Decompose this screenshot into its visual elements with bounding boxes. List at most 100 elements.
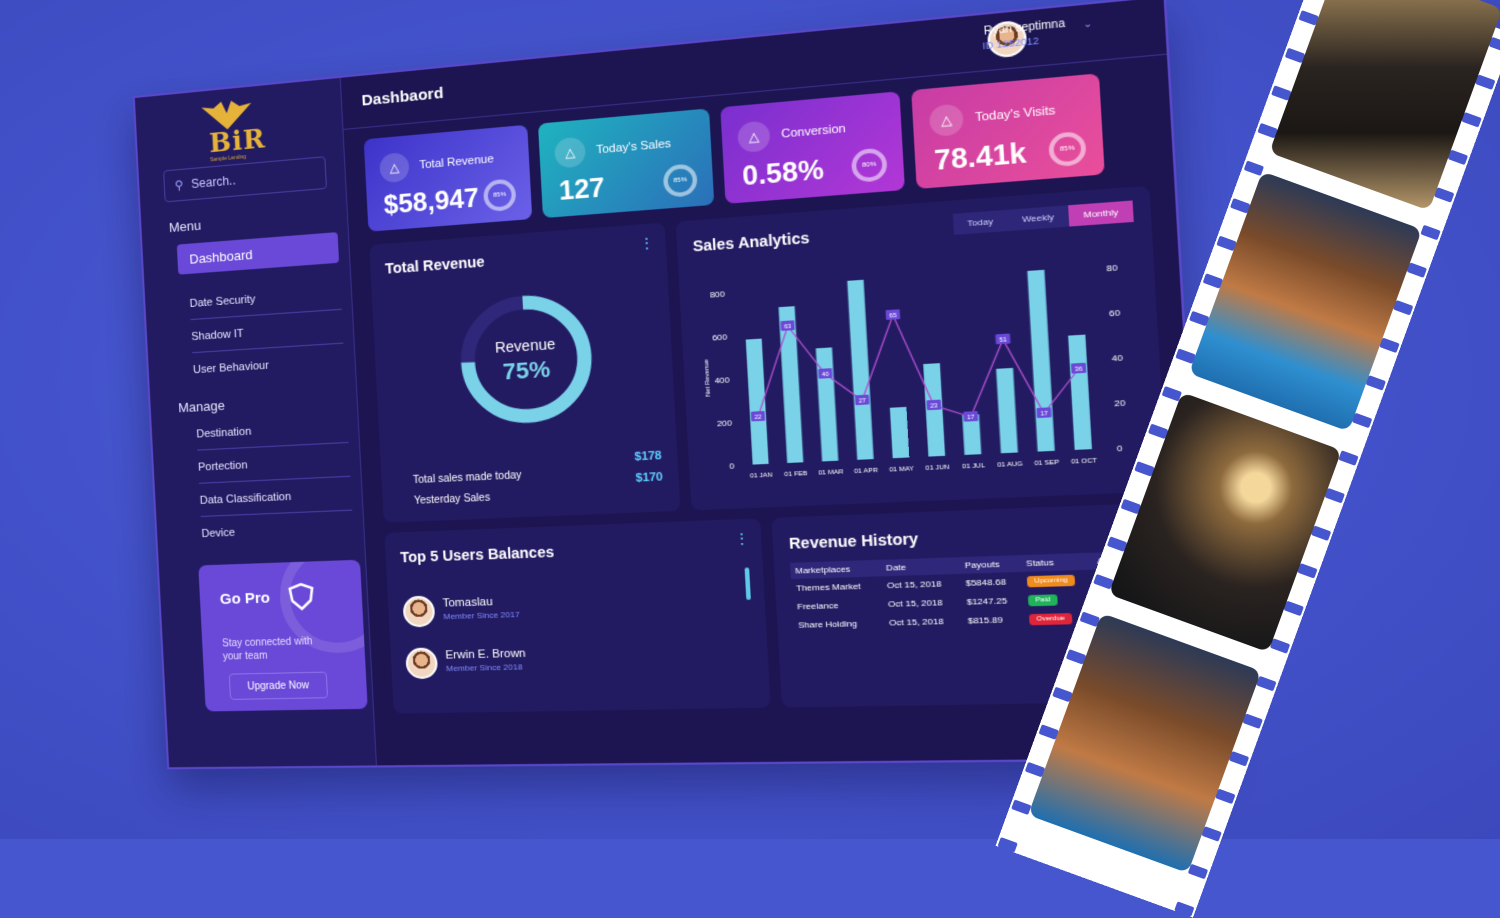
tab-weekly[interactable]: Weekly — [1007, 205, 1069, 231]
film-hole — [1188, 864, 1208, 880]
more-options-icon[interactable]: ⋮ — [734, 536, 741, 542]
tab-today[interactable]: Today — [952, 210, 1008, 235]
status-badge: Upcoming — [1027, 575, 1075, 588]
y-left-tick-label: 200 — [717, 418, 733, 429]
member-since: Member Since 2018 — [446, 662, 523, 673]
x-tick-label: 01 MAR — [818, 469, 843, 477]
y-right-tick-label: 20 — [1114, 398, 1126, 409]
stat-label: Today's Sales — [596, 138, 671, 157]
chevron-down-icon[interactable]: ⌄ — [1083, 18, 1093, 31]
line-point-label: 40 — [822, 372, 829, 379]
line-point-label: 51 — [999, 337, 1007, 344]
bar — [746, 339, 769, 465]
stat-card-conversion[interactable]: △ Conversion 0.58% 80% — [720, 91, 905, 204]
donut-label: Revenue — [495, 335, 557, 356]
sidebar-item-dashboard[interactable]: Dashboard — [177, 232, 339, 275]
sidebar: BiR Sample Landing ⚲ Search.. Menu Dashb… — [135, 78, 377, 767]
user-name: Erwin E. Brown — [445, 647, 526, 661]
film-hole — [1215, 789, 1235, 805]
line-point-label: 63 — [784, 324, 791, 331]
donut-value: 75% — [502, 356, 551, 385]
stat-percent-ring: 85% — [1048, 131, 1087, 168]
stat-label: Conversion — [781, 122, 846, 141]
cell-payout: $815.89 — [962, 610, 1024, 630]
stat-card-total-revenue[interactable]: △ Total Revenue $58,947 85% — [364, 125, 533, 232]
menu-heading: Menu — [169, 218, 202, 236]
film-hole — [1393, 300, 1413, 316]
film-hole — [1229, 751, 1249, 767]
film-hole — [1379, 338, 1399, 354]
bar — [847, 280, 873, 460]
stat-value: 0.58% — [741, 155, 824, 193]
go-pro-description: Stay connected with your team — [222, 635, 324, 664]
stat-percent-ring: 80% — [851, 147, 888, 183]
film-hole — [1243, 713, 1263, 729]
y-right-tick-label: 80 — [1106, 263, 1118, 274]
period-tabs: Today Weekly Monthly — [952, 200, 1133, 234]
line-point-label: 22 — [754, 414, 761, 421]
triangle-icon: △ — [554, 137, 586, 169]
film-hole — [1420, 225, 1440, 241]
more-options-icon[interactable]: ⋮ — [639, 241, 646, 247]
cell-date: Oct 15, 2018 — [884, 611, 964, 632]
tab-monthly[interactable]: Monthly — [1068, 200, 1134, 226]
user-avatar — [402, 596, 435, 628]
sidebar-item-data-classification[interactable]: Data Classification — [199, 479, 352, 517]
cell-payout: $5848.68 — [960, 572, 1022, 593]
stat-card-todays-visits[interactable]: △ Today's Visits 78.41k 85% — [911, 73, 1105, 189]
stat-percent-ring: 85% — [663, 163, 698, 198]
line-point-label: 27 — [858, 398, 866, 405]
line-point-label: 17 — [967, 414, 975, 421]
member-since: Member Since 2017 — [443, 610, 520, 622]
cell-date: Oct 15, 2018 — [882, 574, 962, 595]
bar — [1068, 335, 1092, 450]
film-hole — [1270, 638, 1290, 654]
y-right-tick-label: 60 — [1109, 308, 1121, 319]
scrollbar[interactable] — [745, 567, 751, 600]
stat-label: Total Revenue — [419, 153, 494, 172]
search-placeholder: Search.. — [191, 173, 236, 191]
cell-market: Freelance — [792, 595, 884, 616]
film-hole — [1475, 74, 1495, 90]
sales-chart: 0 200 400 600 800 0 20 40 60 80 Net Revenue 01 JAN 0… — [678, 236, 1167, 510]
bar — [816, 347, 839, 461]
x-tick-label: 01 MAY — [889, 466, 914, 474]
cell-market: Share Holding — [793, 614, 885, 635]
film-hole — [1325, 488, 1345, 504]
today-sales-value: $178 — [634, 450, 662, 464]
stat-label: Today's Visits — [975, 104, 1056, 124]
line-point-label: 65 — [889, 313, 897, 320]
y-left-tick-label: 0 — [729, 461, 735, 471]
film-hole — [1311, 525, 1331, 541]
film-hole — [1174, 901, 1194, 917]
film-hole — [1352, 413, 1372, 429]
logo: BiR Sample Landing — [179, 95, 272, 164]
x-tick-label: 01 FEB — [784, 471, 807, 479]
x-tick-label: 01 JUN — [925, 464, 949, 472]
film-hole — [1284, 601, 1304, 617]
film-hole — [1201, 826, 1221, 842]
shield-icon — [287, 582, 315, 617]
user-name: Tomaslau — [442, 596, 493, 610]
page-title: Dashbaord — [361, 84, 444, 109]
line-point-label: 36 — [1075, 366, 1083, 373]
sidebar-item-protection[interactable]: Portection — [197, 445, 350, 484]
triangle-icon: △ — [379, 152, 410, 183]
search-icon: ⚲ — [174, 178, 183, 193]
cell-status: Upcoming — [1022, 570, 1094, 591]
yesterday-sales-value: $170 — [635, 471, 663, 485]
triangle-icon: △ — [737, 120, 771, 153]
upgrade-now-button[interactable]: Upgrade Now — [229, 672, 328, 700]
x-tick-label: 01 JUL — [962, 463, 986, 471]
y-left-tick-label: 400 — [714, 375, 730, 386]
sidebar-item-device[interactable]: Device — [201, 513, 354, 550]
film-hole — [1366, 375, 1386, 391]
film-hole — [1407, 262, 1427, 278]
panel-title: Revenue History — [789, 530, 919, 552]
sidebar-item-destination[interactable]: Destination — [196, 411, 349, 450]
stat-value: $58,947 — [383, 183, 480, 221]
sales-analytics-panel: Sales Analytics Today Weekly Monthly 0 20… — [676, 186, 1167, 511]
film-hole — [1338, 450, 1358, 466]
line-point-label: 23 — [930, 403, 938, 410]
stat-card-todays-sales[interactable]: △ Today's Sales 127 85% — [538, 108, 714, 218]
